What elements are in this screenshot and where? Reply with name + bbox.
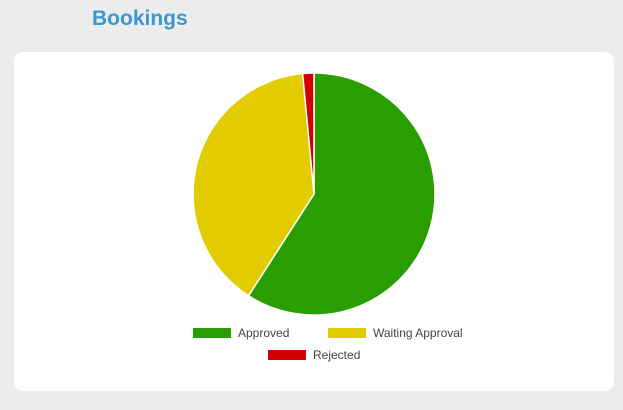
chart-card: Approved Waiting Approval Rejected	[14, 52, 614, 391]
legend-swatch-waiting-approval	[328, 328, 366, 338]
legend-label-approved[interactable]: Approved	[238, 326, 289, 340]
legend: Approved Waiting Approval Rejected	[193, 326, 463, 362]
pie-slice-rejected[interactable]	[301, 72, 315, 195]
legend-swatch-rejected	[268, 350, 306, 360]
page-title: Bookings	[92, 7, 188, 30]
legend-label-rejected[interactable]: Rejected	[313, 348, 360, 362]
legend-label-waiting-approval[interactable]: Waiting Approval	[373, 326, 463, 340]
bookings-pie-chart: Approved Waiting Approval Rejected	[192, 72, 463, 362]
pie	[192, 72, 436, 316]
legend-swatch-approved	[193, 328, 231, 338]
pie-slice-approved[interactable]	[247, 72, 436, 316]
pie-slice-waiting-approval[interactable]	[192, 72, 315, 297]
